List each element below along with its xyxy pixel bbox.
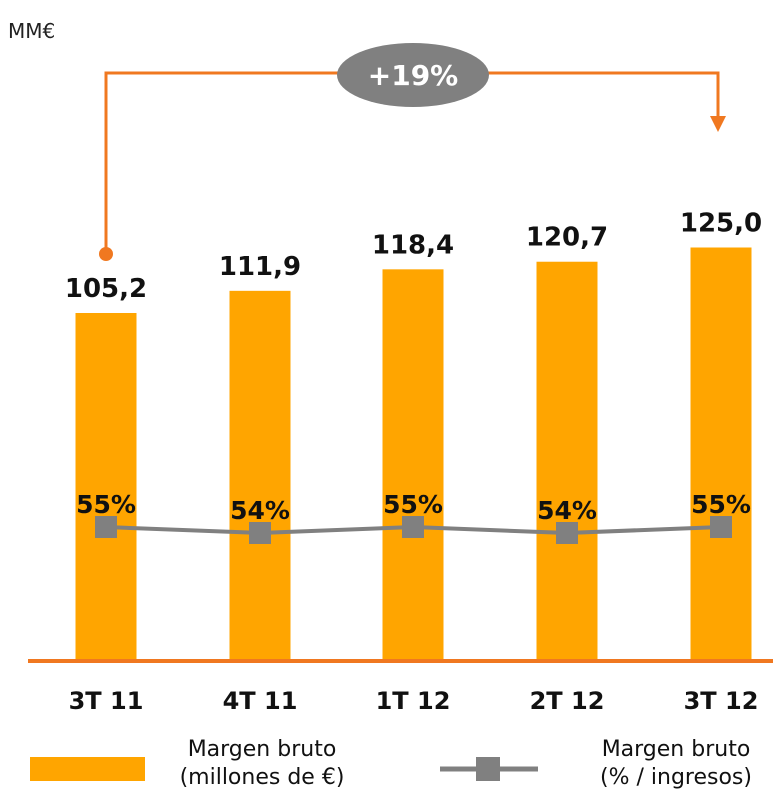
percent-marker-3: [402, 516, 424, 538]
category-labels: 3T 11 4T 11 1T 12 2T 12 3T 12: [69, 687, 759, 715]
category-label-2: 4T 11: [223, 687, 298, 715]
category-label-1: 3T 11: [69, 687, 144, 715]
category-label-3: 1T 12: [376, 687, 451, 715]
category-label-5: 3T 12: [684, 687, 759, 715]
legend-bar-label-line2: (millones de €): [180, 765, 345, 790]
growth-arrow: +19%: [99, 43, 726, 261]
growth-arrow-head: [710, 116, 726, 132]
bar-2: [229, 290, 291, 661]
bar-value-labels: 105,2 111,9 118,4 120,7 125,0: [65, 209, 762, 304]
bar-4: [536, 261, 598, 661]
bar-5: [690, 247, 752, 662]
bar-value-label-2: 111,9: [219, 252, 301, 282]
percent-marker-1: [95, 516, 117, 538]
growth-bubble: [337, 43, 489, 107]
legend-line-marker: [476, 757, 500, 781]
percent-label-1: 55%: [76, 490, 136, 519]
legend-line-label-line1: Margen bruto: [602, 737, 751, 762]
legend-line-label-line2: (% / ingresos): [600, 765, 752, 790]
percent-line-series: 55% 54% 55% 54% 55%: [76, 490, 751, 544]
percent-label-2: 54%: [230, 496, 290, 525]
growth-arrow-start-dot: [99, 247, 113, 261]
percent-marker-4: [556, 522, 578, 544]
legend: Margen bruto (millones de €) Margen brut…: [30, 737, 752, 790]
category-label-4: 2T 12: [530, 687, 605, 715]
bar-value-label-1: 105,2: [65, 274, 147, 304]
bar-value-label-5: 125,0: [680, 209, 762, 239]
growth-label: +19%: [368, 59, 458, 92]
percent-marker-2: [249, 522, 271, 544]
bar-value-label-3: 118,4: [372, 230, 454, 260]
legend-bar-label-line1: Margen bruto: [188, 737, 337, 762]
bar-series: [75, 247, 752, 662]
legend-bar-swatch: [30, 757, 145, 781]
bar-value-label-4: 120,7: [526, 223, 608, 253]
bar-3: [382, 269, 444, 661]
unit-label: MM€: [8, 19, 55, 43]
bar-1: [75, 313, 137, 661]
percent-marker-5: [710, 516, 732, 538]
percent-label-4: 54%: [537, 496, 597, 525]
percent-label-5: 55%: [691, 490, 751, 519]
percent-label-3: 55%: [383, 490, 443, 519]
